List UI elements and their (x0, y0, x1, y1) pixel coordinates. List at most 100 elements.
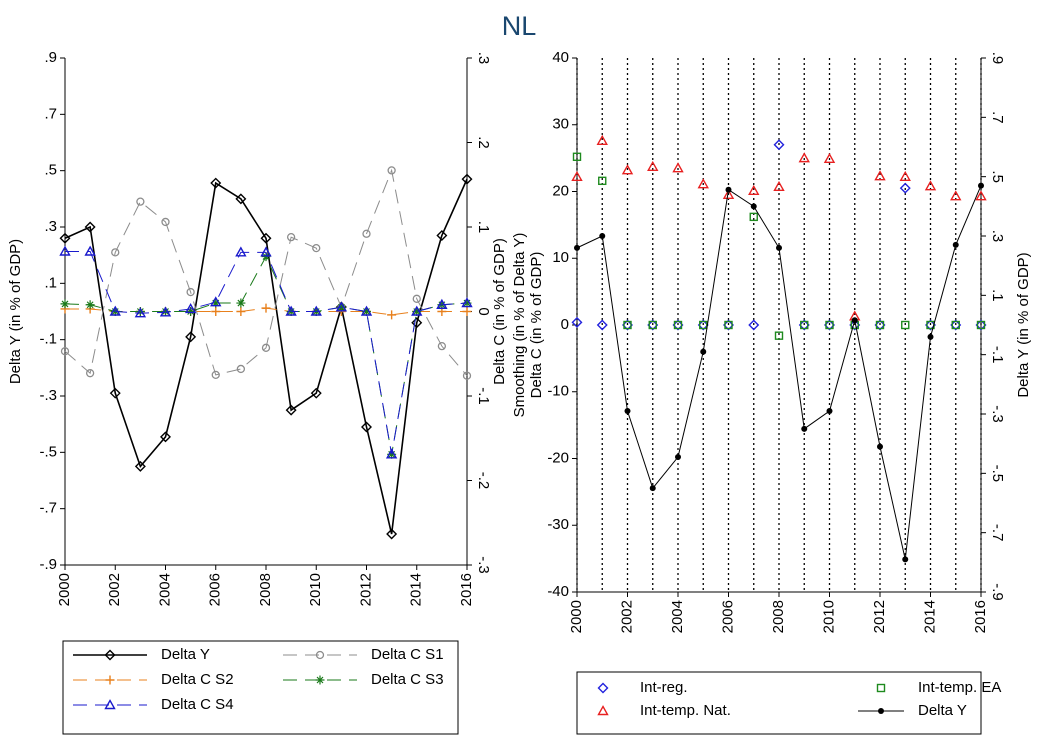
marker (362, 307, 371, 316)
marker (748, 184, 760, 196)
marker (461, 173, 473, 185)
marker (773, 180, 785, 192)
marker (596, 319, 608, 331)
marker (901, 320, 910, 330)
marker (571, 316, 583, 328)
x-tick-label: 2004 (669, 600, 686, 633)
marker (649, 485, 656, 492)
marker (211, 370, 220, 380)
marker (285, 404, 297, 416)
y2-tick-label: .1 (989, 289, 1006, 302)
legend-marker (878, 708, 884, 714)
y-axis-title: Delta C (in % of GDP) (528, 252, 545, 399)
x-tick-label: 2000 (568, 600, 585, 633)
marker (186, 307, 196, 316)
x-tick-label: 2006 (207, 573, 224, 606)
marker (851, 317, 858, 324)
marker (927, 333, 934, 340)
marker (411, 317, 423, 329)
y2-tick-label: -.5 (989, 465, 1006, 483)
marker (572, 152, 582, 161)
legend-label: Delta C S4 (161, 696, 234, 713)
marker (186, 287, 195, 297)
marker (461, 297, 473, 308)
marker (950, 190, 962, 201)
y2-tick-label: -.2 (475, 472, 492, 490)
marker (136, 197, 145, 206)
marker (978, 182, 984, 189)
marker (261, 252, 271, 262)
x-tick-label: 2004 (156, 573, 173, 606)
y2-axis-title: Delta C (in % of GDP) (491, 238, 508, 385)
x-tick-label: 2008 (257, 573, 274, 606)
marker (211, 307, 221, 316)
x-tick-label: 2008 (770, 600, 787, 633)
legend-label: Delta Y (161, 646, 210, 663)
y2-tick-label: -.3 (475, 556, 492, 574)
marker (436, 229, 448, 241)
marker (310, 305, 322, 316)
x-tick-label: 2000 (56, 573, 73, 606)
x-tick-label: 2002 (618, 600, 635, 633)
marker (211, 298, 221, 308)
marker (975, 190, 987, 201)
y-tick-label: -.5 (39, 443, 57, 460)
marker (899, 170, 911, 182)
marker (312, 243, 321, 253)
marker (260, 246, 272, 257)
y-tick-label: -.1 (39, 331, 57, 348)
marker (335, 301, 348, 312)
marker (673, 320, 683, 330)
legend-marker (104, 699, 116, 710)
y-tick-label: .7 (44, 105, 57, 122)
marker (624, 408, 631, 415)
marker (825, 320, 834, 330)
y2-tick-label: 0 (475, 307, 492, 315)
marker (875, 320, 885, 330)
marker (135, 307, 145, 316)
marker (697, 178, 709, 189)
y-tick-label: -40 (547, 583, 569, 600)
marker (672, 162, 684, 173)
marker (85, 369, 95, 378)
y-tick-label: -20 (547, 449, 569, 466)
x-tick-label: 2006 (719, 600, 736, 633)
y-tick-label: .5 (44, 162, 57, 179)
marker (236, 298, 246, 308)
marker (801, 425, 808, 432)
y2-tick-label: .7 (989, 111, 1006, 124)
y2-tick-label: .3 (989, 230, 1006, 243)
y2-tick-label: -.1 (475, 387, 492, 405)
marker (261, 303, 271, 313)
legend-label: Int-temp. Nat. (640, 702, 731, 719)
marker (412, 294, 421, 303)
y-tick-label: -10 (547, 383, 569, 400)
marker (360, 305, 373, 316)
marker (776, 244, 782, 251)
marker (826, 408, 833, 415)
marker (85, 300, 95, 310)
legend-marker (105, 675, 115, 685)
x-tick-label: 2002 (106, 573, 123, 606)
y-tick-label: .9 (44, 49, 57, 66)
marker (386, 528, 398, 540)
marker (111, 248, 120, 257)
legend-label: Delta Y (918, 702, 967, 719)
y-axis-title: Delta Y (in % of GDP) (7, 239, 24, 384)
marker (874, 170, 886, 181)
marker (261, 343, 271, 352)
marker (700, 348, 707, 355)
y2-tick-label: -.9 (989, 583, 1006, 601)
y2-tick-label: -.7 (989, 524, 1006, 542)
marker (748, 319, 760, 331)
marker (185, 331, 197, 343)
marker (462, 371, 472, 380)
marker (161, 307, 170, 316)
y-tick-label: .1 (44, 274, 57, 291)
marker (621, 164, 634, 175)
marker (134, 460, 146, 472)
series-line (64, 168, 468, 377)
x-tick-label: 2012 (871, 600, 888, 633)
marker (952, 241, 959, 248)
x-tick-label: 2012 (357, 573, 374, 606)
